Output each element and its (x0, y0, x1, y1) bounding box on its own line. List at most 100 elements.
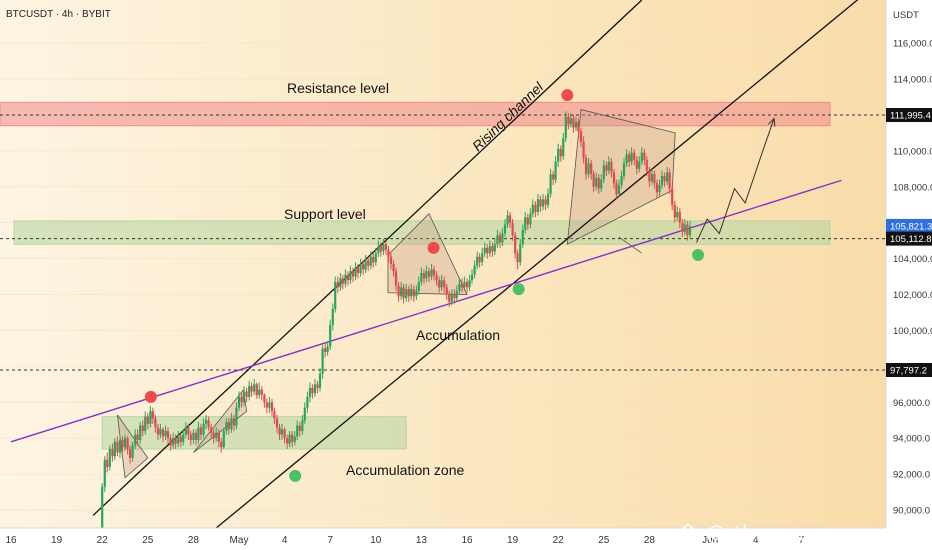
candle-body (610, 161, 613, 173)
candle-body (164, 431, 167, 437)
candle-body (483, 247, 486, 254)
candle-body (103, 459, 106, 487)
time-tick-label: 28 (644, 535, 656, 546)
candle-body (529, 213, 532, 225)
candle-body (108, 448, 111, 467)
candle-body (683, 224, 686, 232)
projection-path (696, 118, 775, 243)
candle-body (389, 256, 393, 264)
candle-body (339, 278, 342, 288)
annotation-resistance: Resistance level (287, 80, 389, 96)
time-tick-label: 19 (51, 535, 63, 546)
price-tag (886, 231, 932, 246)
candle-body (394, 271, 398, 286)
candle-body (582, 141, 585, 159)
candle-body (422, 272, 426, 279)
candle-body (235, 407, 238, 426)
candle-body (301, 420, 304, 432)
price-tick-label: 92,000.0 (893, 470, 930, 481)
candle-body (220, 441, 223, 448)
candle-body (192, 432, 195, 440)
green-signal-dot (289, 469, 302, 482)
signal-dots (144, 89, 705, 482)
candle-body (275, 418, 279, 428)
time-tick-label: 4 (282, 535, 288, 546)
candle-body (245, 391, 248, 397)
time-tick-label: 10 (370, 535, 382, 546)
candle-body (397, 285, 400, 297)
candle-body (681, 222, 684, 232)
candle-body (346, 274, 350, 281)
price-tick-label: 90,000.0 (893, 506, 930, 517)
candle-body (131, 445, 134, 458)
candle-body (491, 246, 494, 252)
candlesticks (101, 111, 692, 528)
candle-body (336, 281, 339, 288)
candle-body (660, 176, 664, 185)
candle-body (204, 420, 208, 424)
candle-body (554, 161, 557, 180)
candle-body (232, 418, 236, 426)
candle-body (316, 384, 319, 388)
candle-body (187, 427, 190, 435)
candle-body (286, 438, 289, 444)
candle-body (443, 280, 446, 288)
candle-body (473, 265, 476, 275)
candle-body (154, 418, 157, 428)
candle-body (445, 287, 448, 295)
candle-body (369, 256, 372, 266)
candle-body (215, 432, 218, 439)
candle-body (590, 163, 593, 175)
price-tag-label: 105,821.3 (890, 221, 932, 232)
candle-body (620, 176, 623, 185)
candle-body (678, 211, 681, 223)
price-tick-label: 96,000.0 (893, 398, 930, 409)
candle-body (541, 199, 545, 207)
candle-body (635, 159, 638, 169)
candle-body (658, 184, 661, 193)
candle-body (139, 425, 142, 440)
candle-body (217, 432, 220, 442)
candle-body (313, 384, 317, 394)
time-tick-label: 7 (799, 535, 805, 546)
candle-body (630, 152, 633, 162)
candle-body (415, 290, 418, 297)
candle-body (569, 118, 572, 124)
candle-body (584, 158, 588, 175)
candle-body (516, 253, 519, 263)
candle-body (288, 434, 291, 444)
candle-body (326, 346, 329, 352)
candle-body (207, 420, 210, 428)
price-tick-label: 104,000.0 (893, 254, 932, 265)
price-tick-label: 108,000.0 (893, 182, 932, 193)
candle-body (519, 244, 522, 263)
candle-body (546, 193, 550, 205)
candle-body (458, 283, 461, 291)
candle-body (549, 174, 552, 194)
candle-body (268, 402, 271, 408)
candle-body (265, 402, 268, 408)
candle-body (400, 287, 403, 297)
price-axis (886, 0, 932, 528)
candle-body (311, 387, 314, 394)
time-tick-label: Jun (702, 535, 718, 546)
candle-body (101, 486, 104, 528)
candle-body (628, 154, 631, 162)
candle-body (377, 246, 380, 254)
candle-body (392, 264, 395, 272)
candle-body (625, 154, 628, 164)
candle-body (166, 431, 170, 439)
candle-body (663, 176, 666, 182)
candle-body (521, 229, 524, 245)
candle-body (493, 244, 496, 252)
dashed-levels (0, 114, 886, 371)
candle-body (351, 271, 355, 277)
candle-body (622, 163, 626, 176)
candle-body (438, 280, 441, 288)
candle-body (341, 278, 344, 284)
candle-body (179, 436, 182, 442)
candle-body (615, 183, 618, 194)
candle-body (293, 436, 296, 442)
candle-body (534, 204, 537, 212)
